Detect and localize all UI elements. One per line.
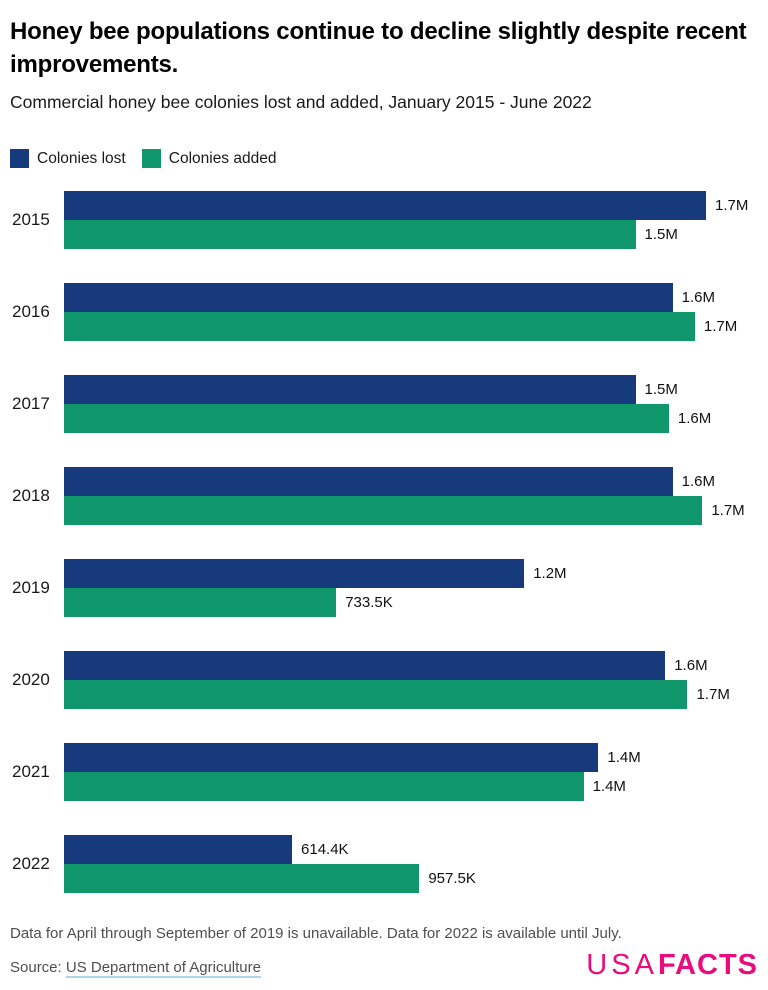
bar-value-label: 1.4M [592, 778, 626, 796]
bar-colonies-added [64, 772, 584, 802]
bar-group: 1.2M 733.5K [64, 559, 758, 618]
bar-line: 1.7M [64, 191, 758, 221]
source-row: Source: US Department of Agriculture USA… [10, 951, 758, 980]
bar-colonies-lost [64, 283, 673, 313]
bar-colonies-lost [64, 743, 599, 773]
bar-colonies-added [64, 496, 703, 526]
bar-value-label: 1.7M [715, 197, 749, 215]
chart-row-2016: 2016 1.6M 1.7M [10, 283, 758, 342]
bar-colonies-lost [64, 467, 673, 497]
bar-colonies-lost [64, 375, 636, 405]
bar-line: 1.2M [64, 559, 758, 589]
year-label: 2019 [12, 578, 50, 598]
bar-value-label: 1.7M [711, 502, 745, 520]
bar-line: 1.6M [64, 467, 758, 497]
bar-line: 1.4M [64, 772, 758, 802]
chart-row-2021: 2021 1.4M 1.4M [10, 743, 758, 802]
bar-value-label: 1.5M [644, 381, 678, 399]
usafacts-logo-usa: USA [586, 949, 658, 982]
bar-group: 1.7M 1.5M [64, 191, 758, 250]
bar-line: 1.7M [64, 312, 758, 342]
legend-swatch-colonies-added [141, 149, 161, 169]
bar-value-label: 1.4M [607, 749, 641, 767]
bar-colonies-lost [64, 651, 666, 681]
bar-colonies-added [64, 864, 420, 894]
bar-group: 1.4M 1.4M [64, 743, 758, 802]
bar-colonies-lost [64, 835, 293, 865]
bar-line: 1.4M [64, 743, 758, 773]
bar-line: 1.7M [64, 680, 758, 710]
bar-line: 1.6M [64, 651, 758, 681]
chart-row-2015: 2015 1.7M 1.5M [10, 191, 758, 250]
bar-line: 614.4K [64, 835, 758, 865]
year-label: 2022 [12, 854, 50, 874]
year-label: 2020 [12, 670, 50, 690]
chart-row-2018: 2018 1.6M 1.7M [10, 467, 758, 526]
bar-colonies-added [64, 312, 695, 342]
bar-line: 1.6M [64, 283, 758, 313]
bar-colonies-added [64, 680, 688, 710]
chart-row-2022: 2022 614.4K 957.5K [10, 835, 758, 894]
bar-value-label: 1.7M [696, 686, 730, 704]
chart-row-2017: 2017 1.5M 1.6M [10, 375, 758, 434]
source-line: Source: US Department of Agriculture [10, 959, 261, 980]
legend-item-colonies-lost: Colonies lost [10, 149, 126, 169]
chart-subtitle: Commercial honey bee colonies lost and a… [10, 92, 592, 113]
usafacts-logo-facts: FACTS [657, 949, 758, 982]
bar-line: 1.5M [64, 375, 758, 405]
bar-value-label: 1.7M [703, 318, 738, 336]
bar-colonies-added [64, 588, 337, 618]
legend-label: Colonies lost [37, 149, 126, 167]
source-link[interactable]: US Department of Agriculture [65, 959, 261, 979]
bar-value-label: 614.4K [301, 841, 349, 859]
source-prefix: Source: [10, 959, 66, 977]
bar-value-label: 1.6M [677, 410, 712, 428]
bar-line: 733.5K [64, 588, 758, 618]
year-label: 2021 [12, 762, 50, 782]
bar-line: 1.6M [64, 404, 758, 434]
chart-title: Honey bee populations continue to declin… [10, 18, 747, 78]
footnote: Data for April through September of 2019… [10, 925, 622, 943]
chart-row-2019: 2019 1.2M 733.5K [10, 559, 758, 618]
bar-value-label: 1.2M [533, 565, 567, 583]
bar-group: 1.5M 1.6M [64, 375, 758, 434]
bar-value-label: 1.5M [644, 226, 678, 244]
bar-group: 614.4K 957.5K [64, 835, 758, 894]
bar-line: 1.5M [64, 220, 758, 250]
bar-group: 1.6M 1.7M [64, 283, 758, 342]
chart-row-2020: 2020 1.6M 1.7M [10, 651, 758, 710]
bar-chart: 2015 1.7M 1.5M 2016 1.6M 1.7M 2017 1.5M 1.6M 2018… [10, 191, 758, 894]
bar-group: 1.6M 1.7M [64, 651, 758, 710]
legend-swatch-colonies-lost [10, 149, 29, 169]
bar-line: 1.7M [64, 496, 758, 526]
bar-line: 957.5K [64, 864, 758, 894]
bar-value-label: 733.5K [345, 594, 393, 612]
year-label: 2018 [12, 486, 50, 506]
bar-value-label: 1.6M [681, 289, 715, 307]
year-label: 2015 [12, 210, 50, 230]
bar-colonies-lost [64, 191, 707, 221]
legend-label: Colonies added [168, 149, 277, 167]
bar-group: 1.6M 1.7M [64, 467, 758, 526]
usafacts-logo: USAFACTS [586, 951, 758, 980]
bar-value-label: 1.6M [674, 657, 708, 675]
legend-item-colonies-added: Colonies added [141, 149, 277, 169]
year-label: 2016 [12, 302, 50, 322]
bar-value-label: 957.5K [428, 870, 476, 888]
bar-colonies-added [64, 220, 636, 250]
bar-colonies-added [64, 404, 669, 434]
bar-colonies-lost [64, 559, 525, 589]
bar-value-label: 1.6M [681, 473, 715, 491]
legend: Colonies lost Colonies added [10, 149, 758, 169]
year-label: 2017 [12, 394, 50, 414]
